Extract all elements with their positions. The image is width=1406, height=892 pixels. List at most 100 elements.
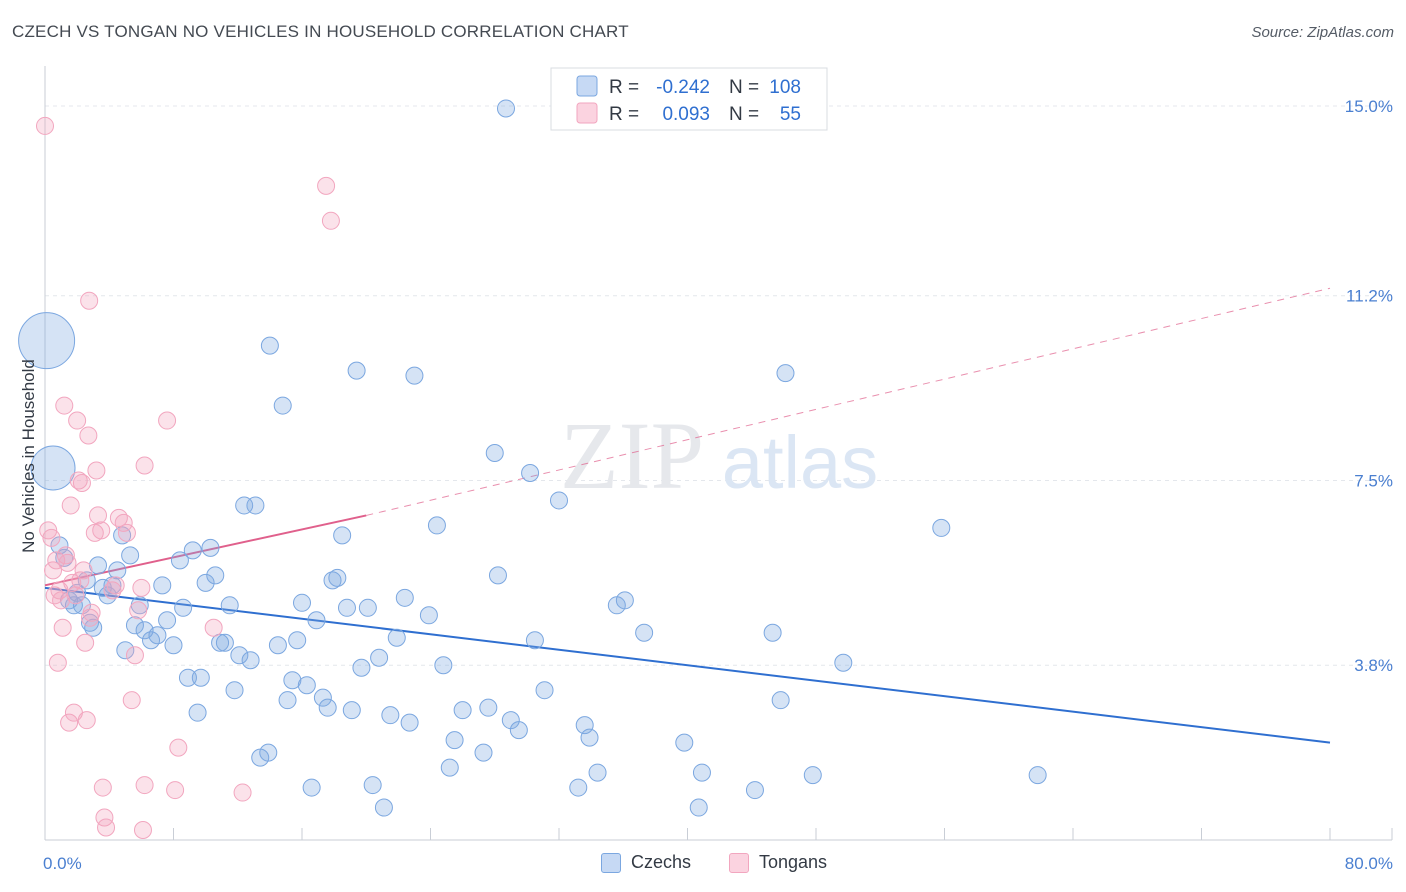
point-tongans-13 bbox=[60, 713, 79, 732]
point-czechs-37 bbox=[215, 633, 234, 652]
point-tongans-14 bbox=[61, 496, 80, 515]
point-czechs-48 bbox=[273, 396, 292, 415]
legend-bottom-label-czechs: Czechs bbox=[631, 852, 692, 872]
point-czechs-46 bbox=[260, 336, 279, 355]
point-tongans-12 bbox=[58, 553, 77, 572]
point-czechs-93 bbox=[580, 728, 599, 747]
point-tongans-21 bbox=[72, 473, 91, 492]
point-czechs-32 bbox=[191, 668, 210, 687]
point-tongans-47 bbox=[135, 456, 154, 475]
point-czechs-57 bbox=[318, 698, 337, 717]
point-tongans-18 bbox=[68, 411, 87, 430]
point-tongans-23 bbox=[76, 633, 95, 652]
point-czechs-31 bbox=[188, 703, 207, 722]
point-tongans-46 bbox=[135, 776, 154, 795]
point-tongans-28 bbox=[82, 603, 101, 622]
point-czechs-8 bbox=[77, 571, 96, 590]
point-czechs-38 bbox=[220, 596, 239, 615]
y-tick-label-3: 15.0% bbox=[1345, 97, 1393, 116]
point-tongans-42 bbox=[125, 646, 144, 665]
point-tongans-19 bbox=[69, 471, 88, 490]
point-czechs-88 bbox=[525, 631, 544, 650]
point-czechs-83 bbox=[488, 566, 507, 585]
point-czechs-59 bbox=[328, 568, 347, 587]
point-tongans-30 bbox=[87, 461, 106, 480]
point-czechs-24 bbox=[153, 576, 172, 595]
point-czechs-76 bbox=[434, 656, 453, 675]
point-czechs-47 bbox=[268, 636, 287, 655]
point-czechs-23 bbox=[148, 626, 167, 645]
y-axis-label: No Vehicles in Household bbox=[19, 359, 38, 553]
point-czechs-66 bbox=[363, 776, 382, 795]
point-czechs-94 bbox=[588, 763, 607, 782]
point-czechs-26 bbox=[164, 636, 183, 655]
point-czechs-11 bbox=[89, 556, 108, 575]
point-czechs-101 bbox=[745, 781, 764, 800]
point-czechs-77 bbox=[440, 758, 459, 777]
point-czechs-54 bbox=[302, 778, 321, 797]
point-tongans-0 bbox=[36, 116, 54, 135]
tick-labels: 3.8% 7.5% 11.2% 15.0% 0.0% 80.0% bbox=[43, 97, 1393, 873]
point-czechs-79 bbox=[453, 701, 472, 720]
point-czechs-104 bbox=[776, 364, 795, 383]
legend-item-czechs: Czechs bbox=[601, 852, 691, 873]
point-czechs-51 bbox=[288, 631, 307, 650]
point-czechs-86 bbox=[509, 721, 528, 740]
point-czechs-102 bbox=[763, 623, 782, 642]
point-czechs-106 bbox=[834, 653, 853, 672]
point-czechs-43 bbox=[246, 496, 265, 515]
trend-lines bbox=[44, 287, 1331, 744]
point-tongans-38 bbox=[109, 508, 128, 527]
point-czechs-63 bbox=[347, 361, 366, 380]
point-czechs-75 bbox=[427, 516, 446, 535]
point-tongans-2 bbox=[42, 528, 61, 547]
point-tongans-10 bbox=[55, 396, 74, 415]
point-czechs-30 bbox=[183, 541, 202, 560]
point-tongans-3 bbox=[44, 561, 63, 580]
axes bbox=[44, 66, 1393, 841]
data-points bbox=[18, 99, 1047, 840]
point-czechs-73 bbox=[405, 366, 424, 385]
legend-item-tongans: Tongans bbox=[729, 852, 827, 873]
point-czechs-96 bbox=[615, 591, 634, 610]
point-tongans-25 bbox=[79, 426, 98, 445]
point-czechs-10 bbox=[84, 618, 103, 637]
point-czechs-65 bbox=[358, 598, 377, 617]
point-czechs-82 bbox=[485, 444, 504, 463]
point-czechs-89 bbox=[535, 681, 554, 700]
point-czechs-71 bbox=[395, 588, 414, 607]
point-czechs-90 bbox=[550, 491, 568, 510]
point-czechs-49 bbox=[278, 691, 297, 710]
point-czechs-34 bbox=[201, 538, 220, 557]
point-czechs-28 bbox=[174, 598, 193, 617]
point-tongans-31 bbox=[89, 506, 108, 525]
point-czechs-58 bbox=[323, 571, 342, 590]
point-tongans-5 bbox=[47, 551, 66, 570]
legend-r-value-tongans: 0.093 bbox=[662, 104, 710, 125]
point-czechs-70 bbox=[387, 628, 406, 647]
point-czechs-50 bbox=[283, 671, 302, 690]
point-tongans-40 bbox=[117, 523, 136, 542]
point-czechs-107 bbox=[932, 518, 951, 537]
point-czechs-105 bbox=[803, 766, 822, 785]
chart-title: CZECH VS TONGAN NO VEHICLES IN HOUSEHOLD… bbox=[12, 22, 629, 41]
point-czechs-25 bbox=[158, 611, 177, 630]
point-czechs-39 bbox=[225, 681, 244, 700]
point-tongans-54 bbox=[321, 211, 340, 230]
x-tick-label-0: 0.0% bbox=[43, 854, 82, 873]
point-czechs-1 bbox=[30, 445, 76, 491]
point-czechs-29 bbox=[178, 668, 197, 687]
legend-r-value-czechs: -0.242 bbox=[656, 77, 710, 98]
legend-n-value-czechs: 108 bbox=[769, 77, 801, 98]
point-czechs-108 bbox=[1028, 766, 1047, 785]
point-czechs-103 bbox=[771, 691, 790, 710]
point-czechs-68 bbox=[374, 798, 393, 817]
point-czechs-42 bbox=[241, 651, 260, 670]
point-czechs-53 bbox=[297, 676, 316, 695]
point-tongans-44 bbox=[132, 578, 151, 597]
legend-n-label-czechs: N = bbox=[729, 77, 759, 98]
point-czechs-19 bbox=[125, 616, 144, 635]
y-tick-label-2: 11.2% bbox=[1346, 287, 1393, 306]
legend-swatch-czechs bbox=[576, 75, 598, 97]
